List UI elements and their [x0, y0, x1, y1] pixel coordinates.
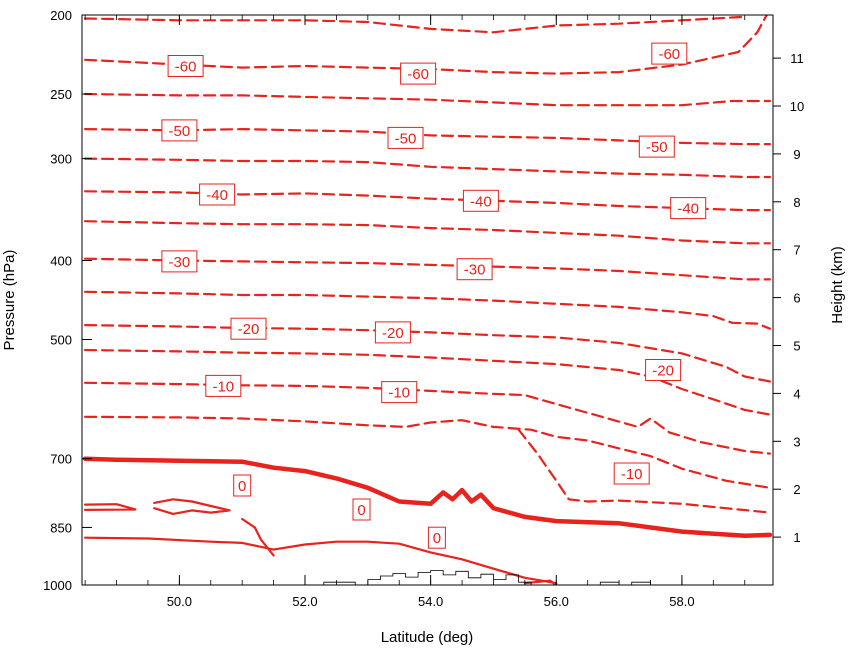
- contour-line-m35: [84, 220, 771, 245]
- svg-text:-60: -60: [175, 59, 197, 76]
- y2-tick-label: 1: [793, 530, 800, 545]
- plot-frame: [81, 14, 774, 586]
- contour-line-m10: [84, 381, 771, 455]
- contour-line-m60: [84, 15, 768, 75]
- contour-label: -30: [161, 250, 198, 273]
- x-tick-label: 50.0: [167, 594, 192, 609]
- y-axis-title: Pressure (hPa): [1, 250, 18, 351]
- terrain-step-line: [323, 570, 532, 586]
- svg-text:-20: -20: [382, 325, 404, 342]
- svg-text:-20: -20: [652, 363, 674, 380]
- y2-tick-label: 9: [793, 147, 800, 162]
- x-tick-label: 58.0: [669, 594, 694, 609]
- contour-line-m5: [517, 428, 771, 514]
- contour-label: -50: [161, 119, 198, 142]
- contour-label: -60: [651, 42, 688, 65]
- svg-text:-50: -50: [395, 130, 417, 147]
- contour-line-5: [84, 536, 558, 585]
- contour-label: -60: [167, 55, 204, 77]
- x-tick-label: 54.0: [418, 594, 443, 609]
- svg-text:-40: -40: [677, 201, 699, 218]
- contour-label: -50: [387, 126, 424, 149]
- y2-tick-label: 5: [793, 339, 800, 354]
- contour-line-m40: [84, 190, 771, 212]
- svg-text:-30: -30: [464, 262, 486, 279]
- contour-label: 0: [233, 474, 252, 497]
- svg-text:-40: -40: [206, 187, 228, 204]
- y2-tick-label: 8: [793, 195, 800, 210]
- contour-line-m55: [84, 92, 771, 107]
- svg-text:-60: -60: [407, 66, 429, 83]
- svg-text:-10: -10: [388, 385, 410, 402]
- contour-line-m25: [84, 290, 771, 330]
- y-tick-label: 300: [50, 152, 72, 167]
- svg-text:-30: -30: [169, 254, 191, 271]
- contour-line-m45: [84, 157, 771, 179]
- contour-label: -10: [381, 381, 418, 404]
- svg-text:-50: -50: [646, 139, 668, 156]
- contour-line-m5: [84, 415, 771, 489]
- contour-labels: -60 -60 -60 -50 -50 -50 -40 -40 -40 -30 -30 -20 -20 -…: [161, 42, 707, 549]
- contour-line-5: [84, 503, 137, 511]
- contour-line-m65: [84, 15, 746, 34]
- y2-tick-label: 2: [793, 482, 800, 497]
- contour-line-5: [523, 579, 558, 585]
- svg-text:-10: -10: [212, 378, 234, 395]
- contour-label: -50: [638, 135, 675, 158]
- y-tick-label: 500: [50, 333, 72, 348]
- y2-tick-label: 11: [790, 51, 804, 66]
- svg-text:0: 0: [238, 478, 246, 495]
- contour-label: -40: [670, 197, 707, 220]
- svg-text:0: 0: [357, 502, 365, 519]
- contour-label: -40: [462, 189, 499, 212]
- svg-text:-10: -10: [621, 466, 643, 483]
- contour-label: -20: [230, 317, 267, 340]
- contour-label: 0: [427, 526, 446, 549]
- y2-tick-label: 3: [793, 434, 800, 449]
- svg-text:-60: -60: [658, 46, 680, 63]
- contour-line-5: [241, 517, 275, 557]
- terrain-outline: [323, 570, 651, 586]
- y-tick-label: 700: [50, 452, 72, 467]
- y-tick-label: 850: [50, 520, 72, 535]
- contour-label: -20: [645, 359, 682, 381]
- contour-label: -60: [400, 62, 437, 85]
- contour-line-m50: [84, 128, 771, 146]
- svg-text:-20: -20: [238, 321, 260, 338]
- y-tick-label: 250: [50, 87, 72, 102]
- contour-label: -10: [613, 462, 650, 485]
- y2-axis-title: Height (km): [829, 246, 846, 324]
- contour-label: -20: [374, 321, 411, 344]
- svg-text:0: 0: [433, 530, 441, 547]
- contour-label: 0: [352, 498, 371, 521]
- svg-text:-40: -40: [470, 193, 492, 210]
- y2-tick-label: 6: [793, 291, 800, 306]
- y-tick-label: 400: [50, 253, 72, 268]
- axis-ticks: 50.0 52.0 54.0 56.0 58.010008507005004003002…: [43, 8, 804, 609]
- x-tick-label: 52.0: [292, 594, 317, 609]
- x-axis-title: Latitude (deg): [381, 629, 474, 646]
- contour-label: -10: [205, 374, 242, 397]
- x-tick-label: 56.0: [544, 594, 569, 609]
- contour-label: -30: [456, 258, 493, 281]
- y-tick-label: 1000: [43, 578, 72, 593]
- y2-tick-label: 10: [790, 99, 804, 114]
- contour-line-0: [82, 456, 773, 538]
- contour-line-m15: [84, 348, 771, 416]
- y-tick-label: 200: [50, 8, 72, 23]
- y2-tick-label: 4: [793, 386, 800, 401]
- contour-lines: [82, 15, 773, 585]
- y2-tick-label: 7: [793, 243, 800, 258]
- svg-text:-50: -50: [169, 123, 191, 140]
- contour-line-5: [153, 498, 231, 515]
- contour-label: -40: [199, 183, 236, 206]
